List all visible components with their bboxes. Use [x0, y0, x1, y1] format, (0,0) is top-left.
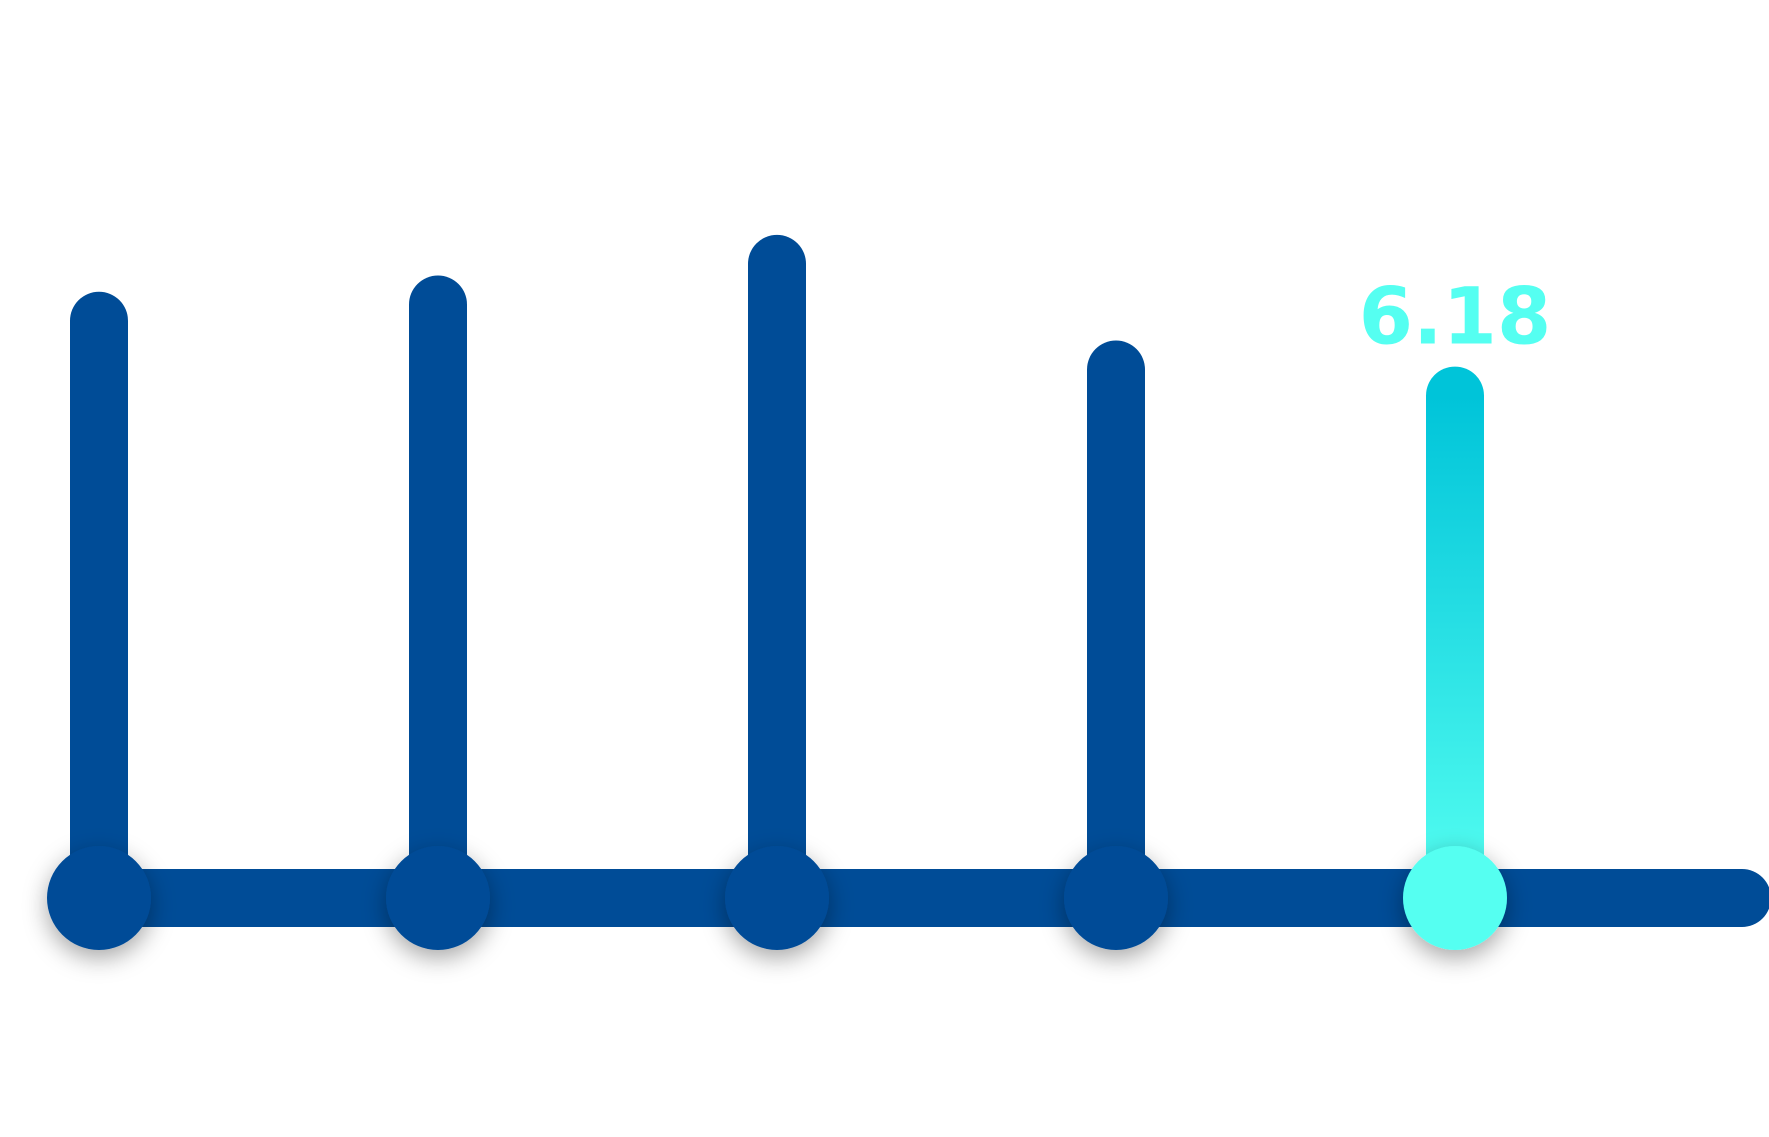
- stems-layer: [70, 234, 1484, 927]
- data-point-3: [725, 846, 829, 950]
- nodes-layer: [47, 846, 1507, 950]
- data-label-5: 6.18: [1359, 273, 1551, 363]
- data-point-1: [47, 846, 151, 950]
- labels-layer: 6.18: [1359, 273, 1551, 363]
- data-point-5: [1403, 846, 1507, 950]
- data-point-2: [386, 846, 490, 950]
- data-point-4: [1064, 846, 1168, 950]
